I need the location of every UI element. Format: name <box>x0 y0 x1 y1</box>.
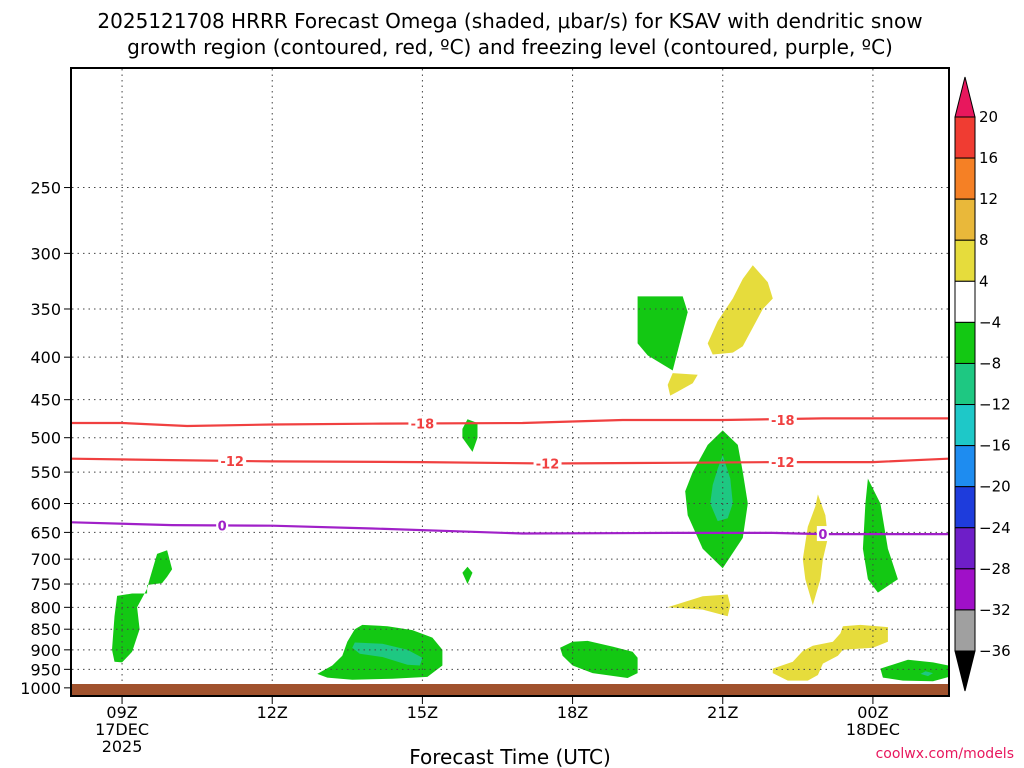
omega-region-downward-b <box>667 373 698 396</box>
x-tick-label: 18DEC <box>846 720 900 739</box>
omega-region-upward-b <box>462 419 478 452</box>
colorbar-box <box>954 116 976 159</box>
colorbar-box <box>954 609 976 652</box>
colorbar-box <box>954 445 976 488</box>
colorbar-label: −8 <box>979 354 1001 372</box>
colorbar-label: −4 <box>979 313 1001 331</box>
y-tick-label: 800 <box>30 598 61 617</box>
x-tick-label: 12Z <box>257 703 288 722</box>
contour-label-bg <box>216 517 229 533</box>
omega-region-downward-e <box>772 624 888 681</box>
y-tick-label: 600 <box>30 495 61 514</box>
y-tick-label: 650 <box>30 523 61 542</box>
omega-region-upward-f <box>462 566 473 584</box>
chart-title-line-1: 2025121708 HRRR Forecast Omega (shaded, … <box>97 9 922 33</box>
contour-label-bg <box>768 454 797 470</box>
colorbar-label: −32 <box>979 601 1011 619</box>
x-tick-label: 15Z <box>407 703 438 722</box>
ground-strip <box>72 684 948 695</box>
omega-shaded-regions <box>112 265 949 682</box>
omega-region-upward-g-core <box>352 642 423 666</box>
contour-label-bg <box>218 452 247 468</box>
x-tick-label: 2025 <box>102 737 143 756</box>
grid-lines <box>72 69 948 689</box>
y-tick-label: 1000 <box>20 679 61 698</box>
colorbar-bottom-arrow <box>954 650 976 692</box>
contour-label: 0 <box>818 528 827 543</box>
colorbar-label: 16 <box>979 149 998 167</box>
omega-region-upward-d <box>862 478 898 593</box>
omega-region-upward-i-core <box>920 671 933 677</box>
y-axis-ticks: 250 300 350 400 450 500 550 600 650 700 750 800 850 9… <box>20 179 71 698</box>
contour-label: -12 <box>220 455 244 470</box>
y-tick-label: 900 <box>30 641 61 660</box>
colorbar-box <box>954 486 976 529</box>
colorbar-label: 20 <box>979 108 998 126</box>
x-axis-label: Forecast Time (UTC) <box>409 745 611 768</box>
omega-region-upward-i <box>880 659 949 682</box>
contour-label-bg <box>768 411 797 427</box>
contour-label-bg <box>816 526 829 542</box>
x-tick-label: 00Z <box>857 703 888 722</box>
contour-label-bg <box>533 455 562 471</box>
chart-title-line-2: growth region (contoured, red, ºC) and f… <box>127 35 893 59</box>
colorbar: 20 16 12 8 4 −4 −8 −12 −16 −20 −24 −28 −32 −36 <box>954 76 1011 692</box>
omega-region-downward-a <box>707 265 773 355</box>
colorbar-label: 8 <box>979 231 989 249</box>
y-tick-label: 350 <box>30 300 61 319</box>
colorbar-box <box>954 321 976 364</box>
colorbar-label: −16 <box>979 437 1011 455</box>
colorbar-label: −12 <box>979 396 1011 414</box>
colorbar-box <box>954 239 976 282</box>
colorbar-label: −36 <box>979 642 1011 660</box>
colorbar-box <box>954 568 976 611</box>
colorbar-label: 4 <box>979 272 989 290</box>
x-tick-label: 17DEC <box>95 720 149 739</box>
y-tick-label: 550 <box>30 463 61 482</box>
y-tick-label: 750 <box>30 575 61 594</box>
colorbar-label: −28 <box>979 560 1011 578</box>
contour-label: -18 <box>771 414 795 429</box>
x-tick-label: 21Z <box>707 703 738 722</box>
contour-labels: -18 -18 -12 -12 -12 0 0 <box>216 411 829 543</box>
y-tick-label: 450 <box>30 391 61 410</box>
colorbar-label: −20 <box>979 478 1011 496</box>
y-tick-label: 300 <box>30 244 61 263</box>
y-tick-label: 850 <box>30 620 61 639</box>
y-tick-label: 400 <box>30 348 61 367</box>
y-tick-label: 500 <box>30 429 61 448</box>
contour-label: 0 <box>218 520 227 535</box>
colorbar-box <box>954 404 976 447</box>
contour-label: -12 <box>536 457 560 472</box>
x-tick-label: 09Z <box>106 703 137 722</box>
omega-region-upward-a <box>637 296 688 371</box>
contour-label: -18 <box>411 418 435 433</box>
omega-region-downward-c <box>802 494 828 606</box>
credit-link[interactable]: coolwx.com/models <box>876 746 1014 762</box>
y-tick-label: 250 <box>30 179 61 198</box>
colorbar-box <box>954 362 976 406</box>
x-tick-label: 18Z <box>557 703 588 722</box>
y-tick-label: 950 <box>30 660 61 679</box>
contour-label: -12 <box>771 456 795 471</box>
colorbar-label: 12 <box>979 190 998 208</box>
colorbar-box <box>954 157 976 200</box>
colorbar-box <box>954 527 976 570</box>
plot-frame <box>70 67 950 697</box>
omega-region-upward-e <box>112 550 173 663</box>
omega-region-downward-d <box>667 594 731 617</box>
colorbar-box <box>954 280 976 323</box>
colorbar-box <box>954 198 976 241</box>
contour-label-bg <box>408 415 437 431</box>
y-tick-label: 700 <box>30 550 61 569</box>
colorbar-label: −24 <box>979 519 1011 537</box>
